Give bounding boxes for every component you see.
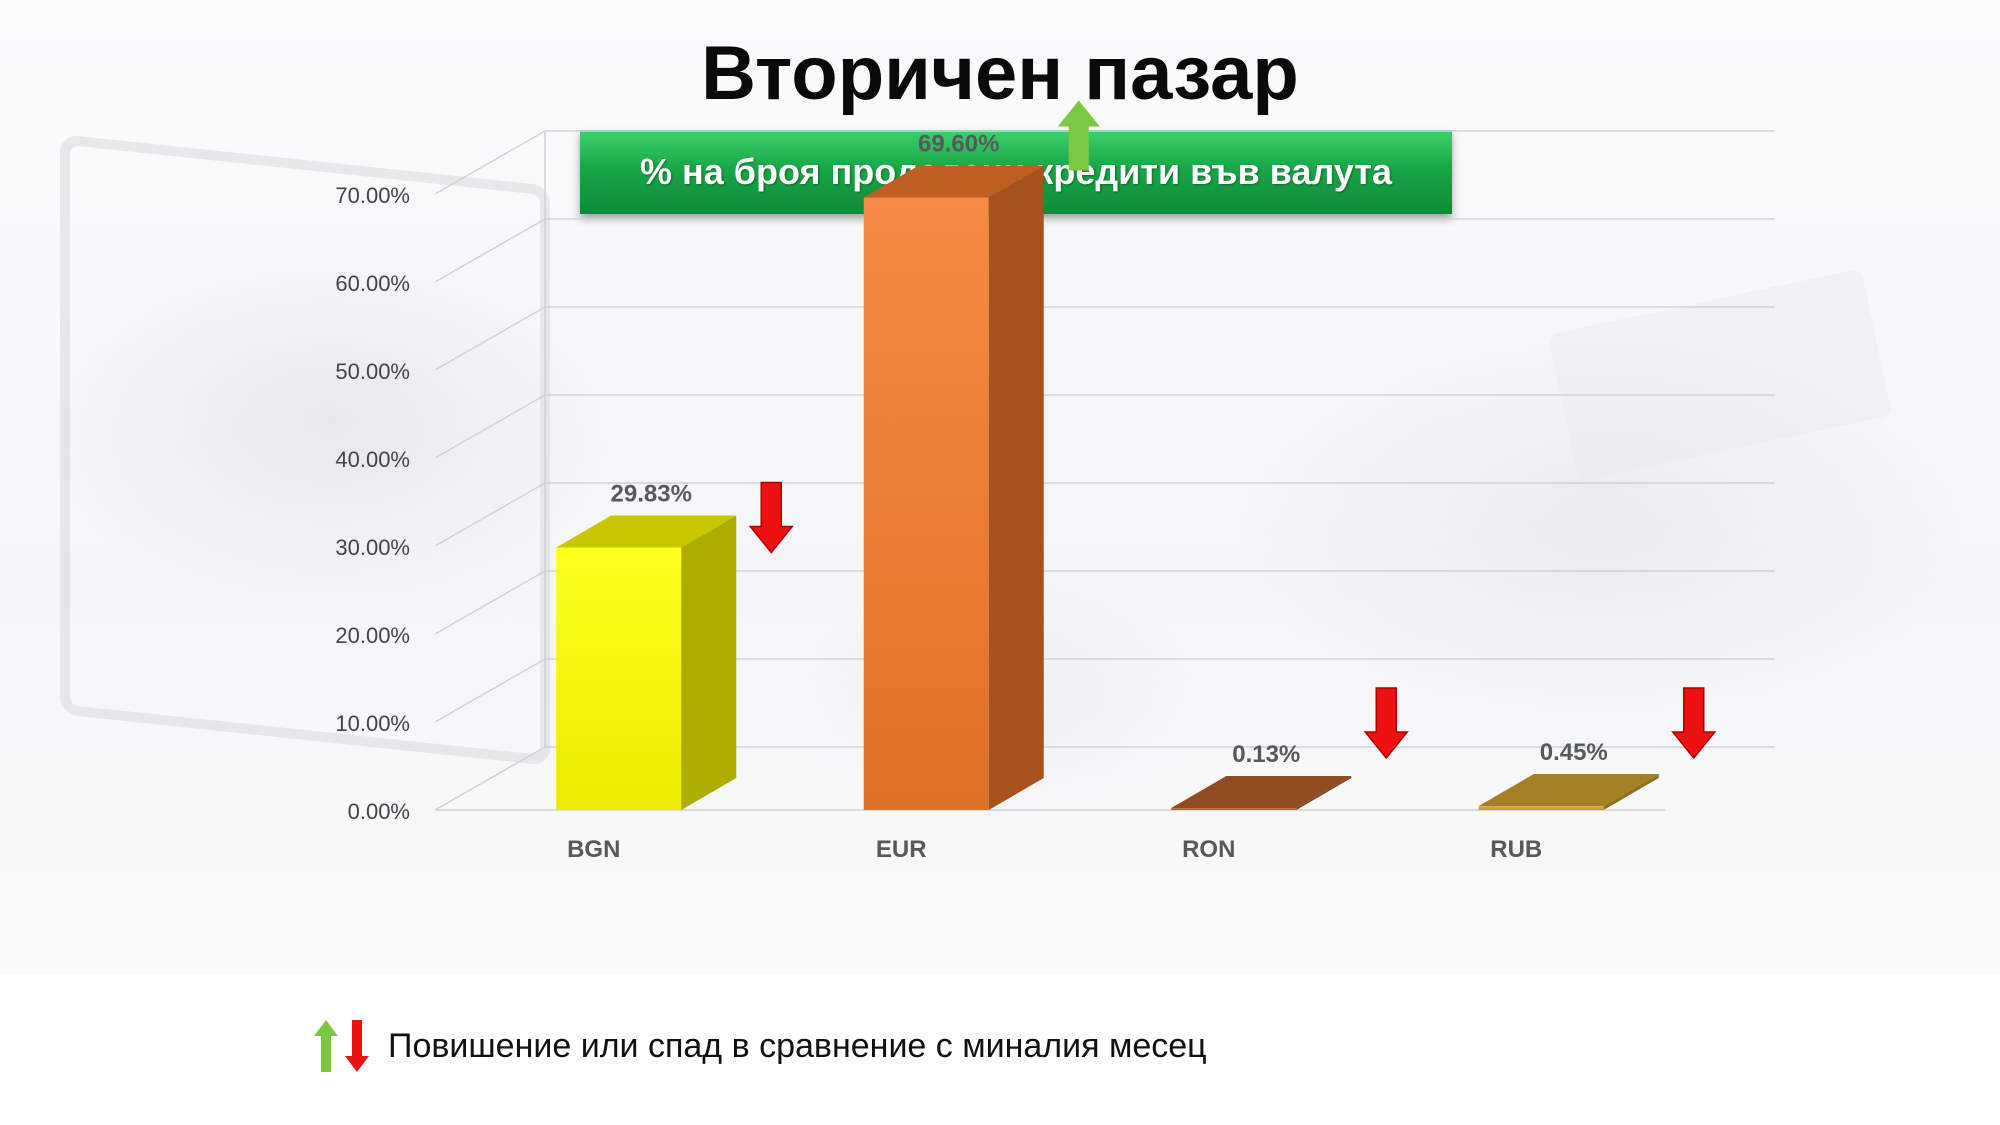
y-tick-label: 60.00% xyxy=(335,271,410,296)
y-tick-label: 70.00% xyxy=(335,183,410,208)
y-tick-label: 30.00% xyxy=(335,535,410,560)
bar-top xyxy=(556,515,737,548)
x-tick-label: EUR xyxy=(876,836,927,863)
y-tick-label: 10.00% xyxy=(335,711,410,736)
legend: Повишение или спад в сравнение с миналия… xyxy=(312,1018,1207,1074)
x-tick-label: RON xyxy=(1182,836,1235,863)
bar-front xyxy=(1171,808,1297,810)
x-tick-label: BGN xyxy=(567,836,620,863)
data-label-eur: 69.60% xyxy=(918,131,999,158)
bar-ron xyxy=(1171,776,1352,810)
trend-up-arrow-icon xyxy=(1057,100,1100,171)
bar-front xyxy=(863,197,989,810)
bar-top xyxy=(1478,774,1659,807)
y-tick-label: 20.00% xyxy=(335,623,410,648)
grid-line xyxy=(434,218,1775,283)
grid-line xyxy=(434,482,1775,547)
bar-eur xyxy=(863,165,1044,810)
legend-text: Повишение или спад в сравнение с миналия… xyxy=(388,1026,1207,1065)
data-label-ron: 0.13% xyxy=(1232,741,1300,768)
grid-line xyxy=(434,658,1775,723)
y-tick-label: 50.00% xyxy=(335,359,410,384)
data-label-bgn: 29.83% xyxy=(611,480,692,507)
bar-side xyxy=(681,515,737,810)
trend-down-arrow-icon xyxy=(1671,687,1717,760)
bar-front xyxy=(1478,806,1604,810)
grid-line xyxy=(434,306,1775,371)
legend-up-arrow-icon xyxy=(314,1020,338,1072)
page-title: Вторичен пазар xyxy=(701,31,1299,116)
grid-line xyxy=(434,570,1775,635)
y-tick-label: 0.00% xyxy=(348,799,410,824)
bar-side xyxy=(1603,774,1659,810)
bar-top xyxy=(863,165,1044,198)
up-down-arrows-icon xyxy=(314,1020,369,1072)
bar-front xyxy=(556,547,682,810)
legend-down-arrow-icon xyxy=(345,1020,369,1072)
trend-down-arrow-icon xyxy=(1363,687,1409,760)
bar-side xyxy=(988,165,1044,810)
grid-line xyxy=(434,130,1775,195)
trend-down-arrow-icon xyxy=(748,481,794,554)
bar-rub xyxy=(1478,774,1659,810)
bar-bgn xyxy=(556,515,737,810)
bar-side xyxy=(1296,776,1352,810)
y-tick-label: 40.00% xyxy=(335,447,410,472)
bar-top xyxy=(1171,776,1352,808)
bar-chart: 0.00% 10.00% 20.00% 30.00% 40.00% 50.00% 60.00… xyxy=(335,100,1775,863)
grid-line xyxy=(434,394,1775,459)
data-label-rub: 0.45% xyxy=(1540,739,1608,766)
x-tick-label: RUB xyxy=(1490,836,1542,863)
